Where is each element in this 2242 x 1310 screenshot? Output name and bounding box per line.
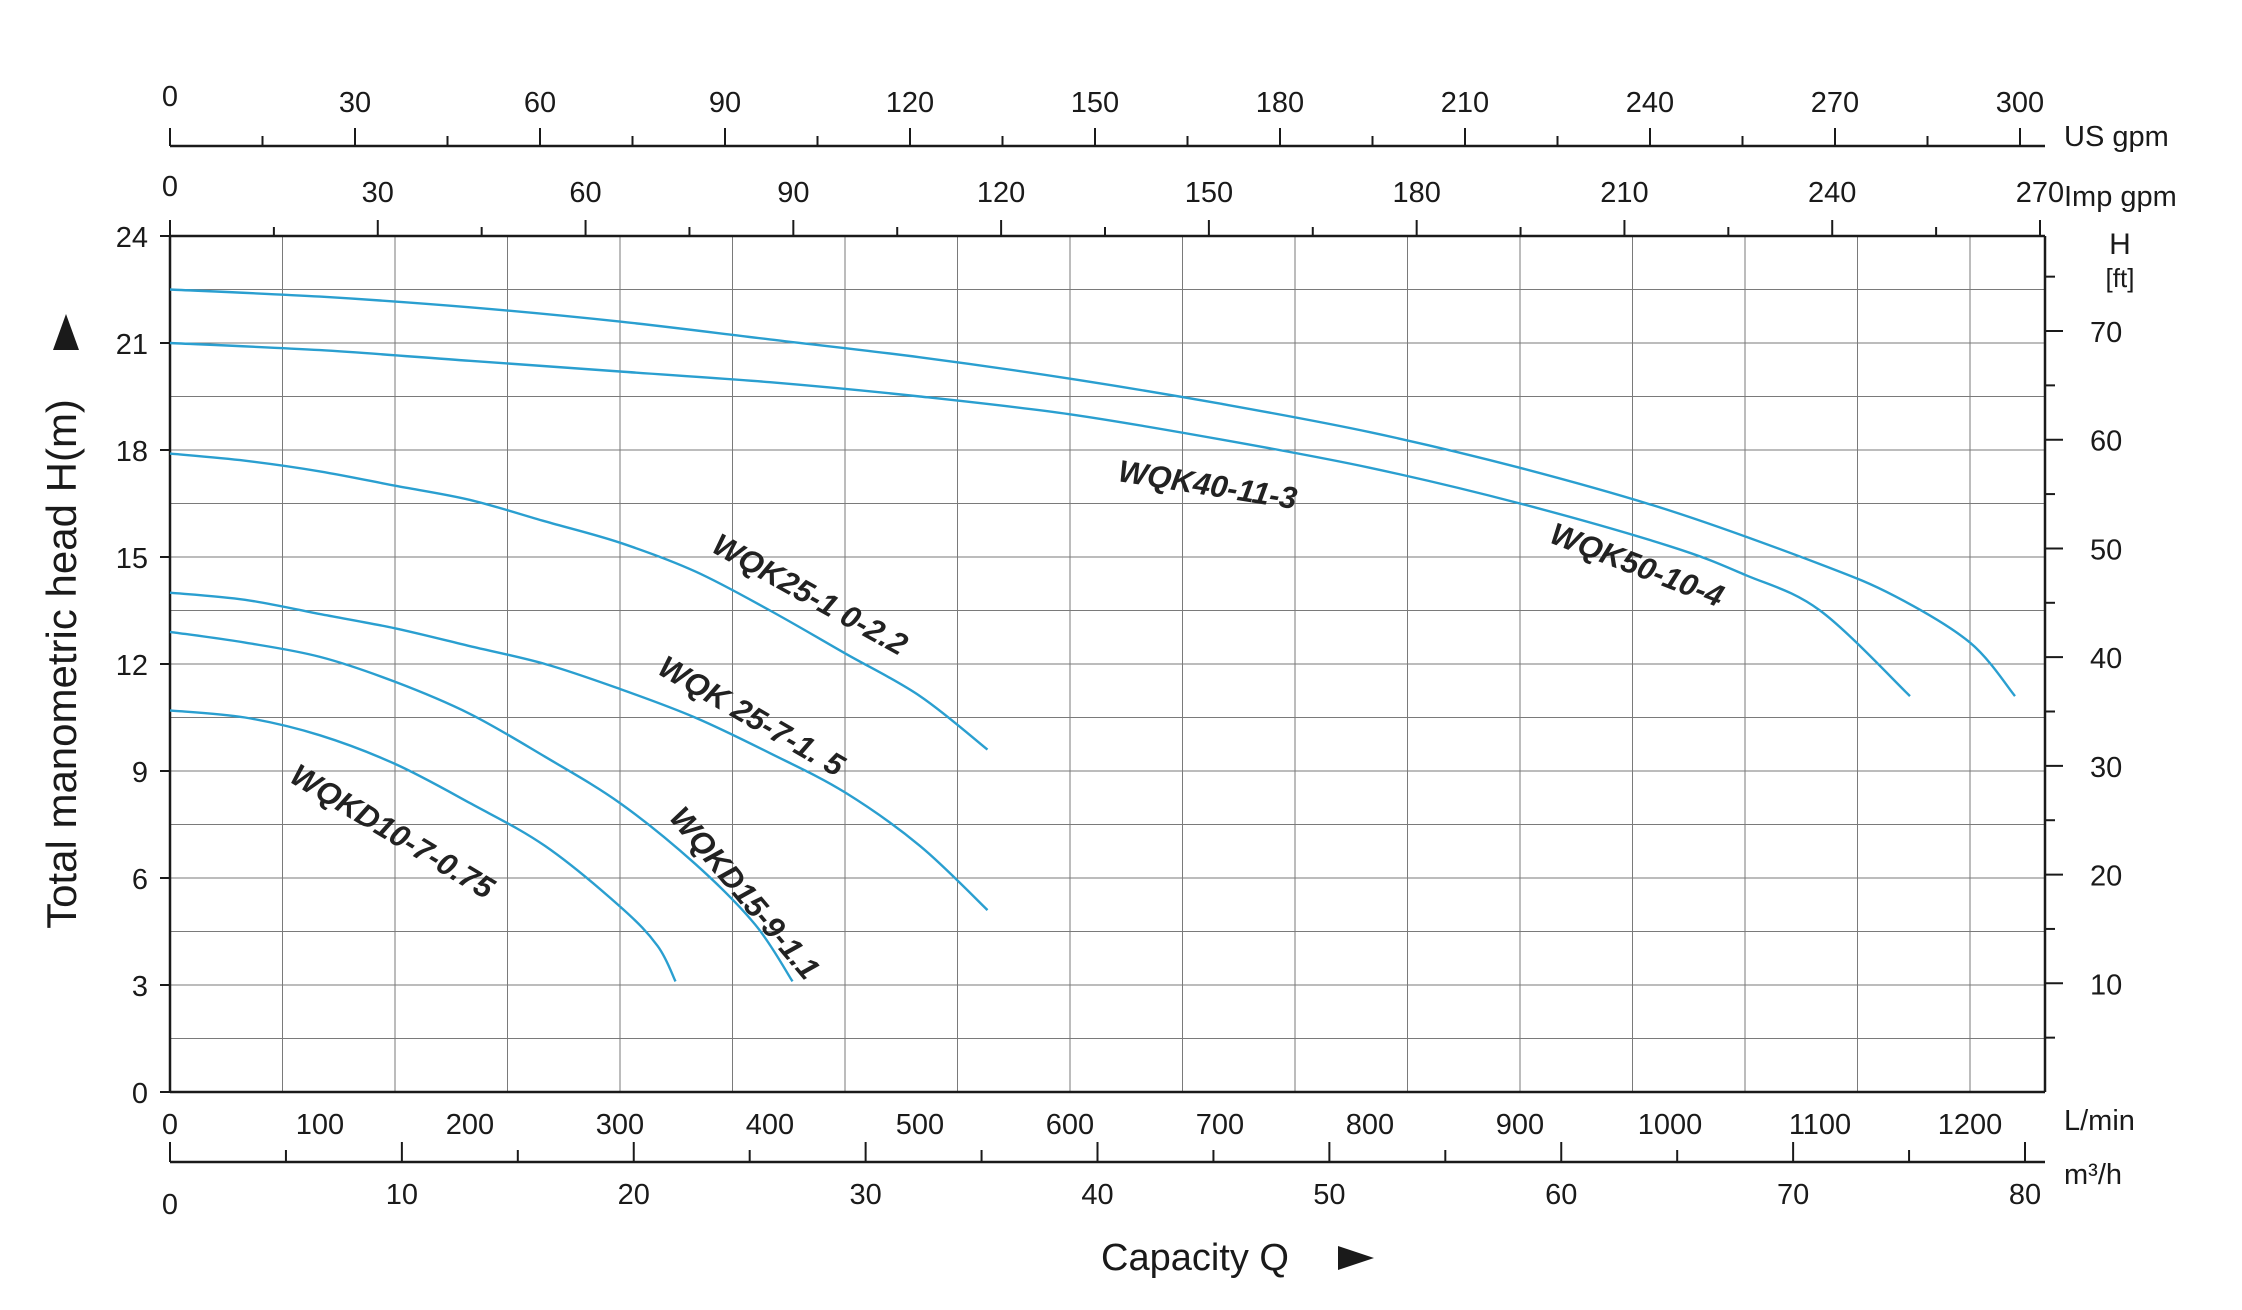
us-gpm-tick-label: 30 <box>339 87 371 119</box>
x-tick-label: 100 <box>296 1109 344 1141</box>
ft-tick-label: 60 <box>2090 426 2122 458</box>
us-gpm-tick-label: 300 <box>1996 87 2044 119</box>
x-tick-label: 500 <box>896 1109 944 1141</box>
x-tick-label: 1100 <box>1789 1109 1851 1141</box>
imp-gpm-unit-label: Imp gpm <box>2064 181 2177 213</box>
curve-label-0: WQK50-10-4 <box>1545 516 1728 614</box>
y-tick-label: 3 <box>132 971 148 1003</box>
us-gpm-tick-label: 60 <box>524 87 556 119</box>
us-gpm-tick-label: 210 <box>1441 87 1489 119</box>
curve-label-4: WQKD15-9-1.1 <box>663 800 827 986</box>
series-line-1 <box>169 341 1911 697</box>
x-axis-title: Capacity Q <box>1101 1237 1289 1279</box>
x-tick-label: 1000 <box>1638 1109 1703 1141</box>
imp-gpm-tick-label: 120 <box>977 177 1025 209</box>
us-gpm-unit-label: US gpm <box>2064 121 2169 153</box>
x-unit-label: L/min <box>2064 1105 2135 1137</box>
y-tick-label: 24 <box>116 222 148 254</box>
ft-axis-unit: [ft] <box>2106 263 2135 293</box>
y-tick-label: 18 <box>116 436 148 468</box>
x-axis-arrow-icon <box>1338 1246 1374 1270</box>
x-tick-label: 200 <box>446 1109 494 1141</box>
ft-tick-label: 20 <box>2090 861 2122 893</box>
imp-gpm-tick-label: 30 <box>362 177 394 209</box>
us-gpm-tick-label: 240 <box>1626 87 1674 119</box>
m3h-unit-label: m³/h <box>2064 1159 2122 1191</box>
us-gpm-tick-label: 0 <box>162 81 178 113</box>
ft-tick-label: 30 <box>2090 752 2122 784</box>
curve-label-5: WQKD10-7-0.75 <box>284 757 501 906</box>
y-axis-arrow-icon <box>53 314 79 350</box>
imp-gpm-tick-label: 0 <box>162 171 178 203</box>
m3h-tick-label: 70 <box>1777 1179 1809 1211</box>
series <box>169 288 2016 983</box>
ft-axis-title: H <box>2109 228 2131 261</box>
m3h-tick-label: 30 <box>849 1179 881 1211</box>
series-line-5 <box>169 709 677 982</box>
x-tick-label: 600 <box>1046 1109 1094 1141</box>
series-line-3 <box>169 591 989 911</box>
ft-tick-label: 40 <box>2090 643 2122 675</box>
m3h-tick-label: 80 <box>2009 1179 2041 1211</box>
imp-gpm-tick-label: 90 <box>777 177 809 209</box>
grid <box>170 236 2045 1092</box>
imp-gpm-tick-label: 180 <box>1392 177 1440 209</box>
x-tick-label: 700 <box>1196 1109 1244 1141</box>
ft-tick-label: 70 <box>2090 317 2122 349</box>
ft-tick-label: 10 <box>2090 969 2122 1001</box>
series-line-2 <box>169 452 989 751</box>
ft-tick-label: 50 <box>2090 534 2122 566</box>
m3h-tick-label: 60 <box>1545 1179 1577 1211</box>
y-tick-label: 6 <box>132 864 148 896</box>
curve-label-1: WQK40-11-3 <box>1116 453 1300 516</box>
x-tick-label: 1200 <box>1938 1109 2003 1141</box>
y-tick-label: 0 <box>132 1078 148 1110</box>
imp-gpm-tick-label: 240 <box>1808 177 1856 209</box>
m3h-tick-label: 40 <box>1081 1179 1113 1211</box>
x-tick-label: 0 <box>162 1109 178 1141</box>
imp-gpm-tick-label: 270 <box>2016 177 2064 209</box>
x-tick-label: 300 <box>596 1109 644 1141</box>
series-line-0 <box>169 288 2016 697</box>
us-gpm-tick-label: 180 <box>1256 87 1304 119</box>
y-tick-label: 21 <box>116 329 148 361</box>
curve-label-3: WQK 25-7-1. 5 <box>653 649 852 784</box>
y-tick-label: 15 <box>116 543 148 575</box>
series-line-4 <box>169 630 794 983</box>
x-tick-label: 800 <box>1346 1109 1394 1141</box>
m3h-tick-label: 20 <box>618 1179 650 1211</box>
y-axis-title: Total manometric head H(m) <box>38 399 85 929</box>
y-tick-label: 12 <box>116 650 148 682</box>
m3h-tick-label: 10 <box>386 1179 418 1211</box>
x-tick-label: 400 <box>746 1109 794 1141</box>
m3h-tick-label: 0 <box>162 1189 178 1221</box>
m3h-tick-label: 50 <box>1313 1179 1345 1211</box>
imp-gpm-tick-label: 60 <box>569 177 601 209</box>
axes: 0 3 6 9 12 15 18 21 24 Total manometric head H(m)… <box>38 81 2177 1279</box>
imp-gpm-tick-label: 150 <box>1185 177 1233 209</box>
us-gpm-tick-label: 150 <box>1071 87 1119 119</box>
us-gpm-tick-label: 120 <box>886 87 934 119</box>
imp-gpm-tick-label: 210 <box>1600 177 1648 209</box>
us-gpm-tick-label: 270 <box>1811 87 1859 119</box>
us-gpm-tick-label: 90 <box>709 87 741 119</box>
x-tick-label: 900 <box>1496 1109 1544 1141</box>
curve-label-2: WQK25-1 0-2.2 <box>707 527 914 663</box>
y-tick-label: 9 <box>132 757 148 789</box>
